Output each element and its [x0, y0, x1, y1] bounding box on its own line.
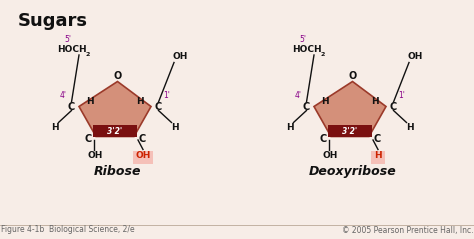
- Text: O: O: [348, 71, 356, 81]
- Text: H: H: [371, 97, 379, 106]
- Text: C: C: [319, 134, 327, 143]
- Text: C: C: [84, 134, 91, 143]
- FancyBboxPatch shape: [328, 125, 372, 137]
- Text: H: H: [286, 123, 294, 132]
- Text: OH: OH: [407, 52, 423, 61]
- Text: 1': 1': [399, 91, 405, 100]
- Text: H: H: [51, 123, 59, 132]
- FancyBboxPatch shape: [93, 125, 137, 137]
- Text: 5': 5': [300, 34, 307, 43]
- Text: C: C: [303, 102, 310, 112]
- Text: OH: OH: [322, 151, 337, 160]
- Text: © 2005 Pearson Prentice Hall, Inc.: © 2005 Pearson Prentice Hall, Inc.: [341, 226, 473, 234]
- Text: H: H: [86, 97, 94, 106]
- Text: 2: 2: [321, 53, 325, 58]
- Text: 4': 4': [294, 91, 301, 100]
- FancyBboxPatch shape: [371, 151, 385, 163]
- Text: C: C: [155, 102, 162, 112]
- Text: 3'2': 3'2': [342, 126, 357, 136]
- Text: C: C: [68, 102, 75, 112]
- Text: H: H: [171, 123, 179, 132]
- Text: Figure 4-1b  Biological Science, 2/e: Figure 4-1b Biological Science, 2/e: [1, 226, 135, 234]
- Polygon shape: [314, 81, 386, 136]
- Text: 2: 2: [86, 53, 90, 58]
- Text: C: C: [138, 134, 146, 143]
- Text: O: O: [113, 71, 122, 81]
- Text: 5': 5': [64, 34, 72, 43]
- FancyBboxPatch shape: [133, 151, 153, 163]
- Text: 4': 4': [60, 91, 66, 100]
- Text: HOCH: HOCH: [292, 45, 321, 54]
- Text: OH: OH: [87, 151, 103, 160]
- Text: OH: OH: [173, 52, 188, 61]
- Text: H: H: [374, 151, 382, 160]
- Text: C: C: [390, 102, 397, 112]
- Text: Ribose: Ribose: [94, 165, 141, 178]
- Polygon shape: [79, 81, 151, 136]
- Text: H: H: [406, 123, 414, 132]
- Text: OH: OH: [135, 151, 151, 160]
- Text: 3'2': 3'2': [108, 126, 123, 136]
- Text: C: C: [374, 134, 381, 143]
- Text: Deoxyribose: Deoxyribose: [309, 165, 396, 178]
- Text: 1': 1': [164, 91, 171, 100]
- Text: H: H: [321, 97, 329, 106]
- Text: HOCH: HOCH: [57, 45, 86, 54]
- Text: H: H: [136, 97, 144, 106]
- Text: Sugars: Sugars: [18, 11, 88, 29]
